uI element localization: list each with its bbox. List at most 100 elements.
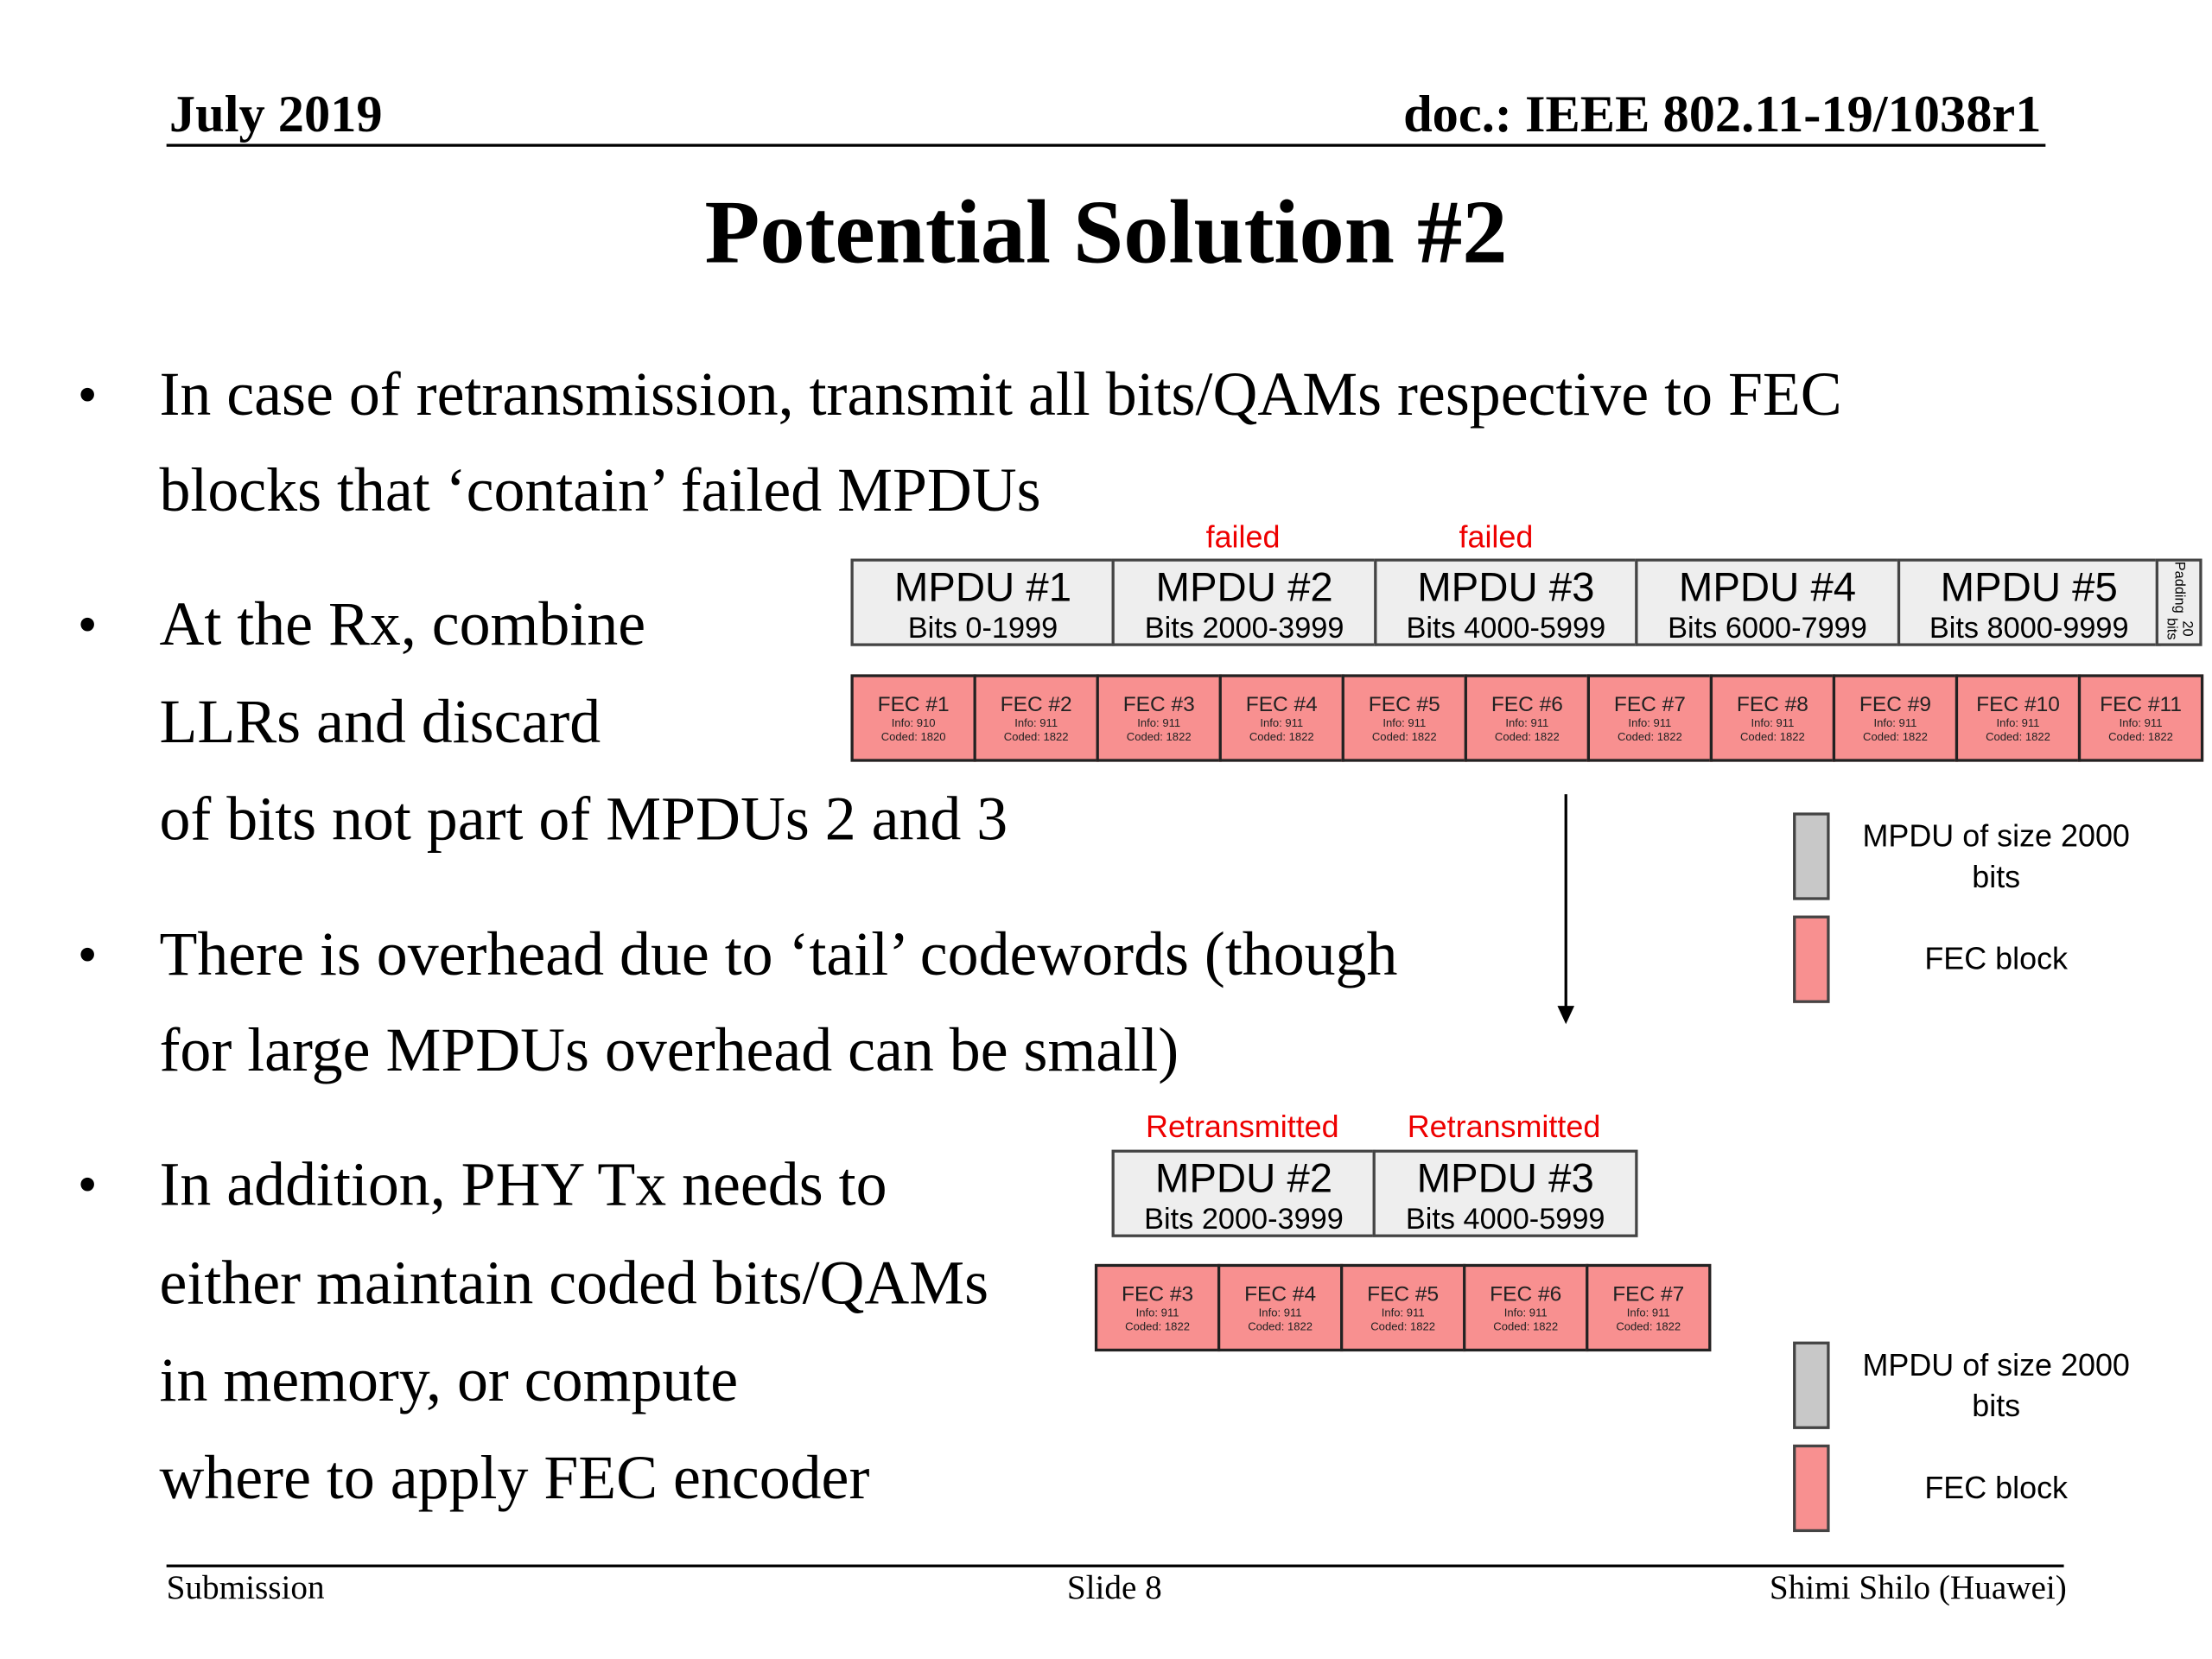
- footer-submission: Submission: [166, 1570, 325, 1607]
- mpdu-block: MPDU #5 Bits 8000-9999: [1897, 558, 2162, 646]
- fec-block: FEC #11 Info: 911 Coded: 1822: [2077, 674, 2204, 762]
- legend-mpdu-swatch: [1793, 812, 1830, 900]
- fec-info: Info: 911: [1626, 1306, 1670, 1319]
- fec-name: FEC #8: [1736, 692, 1808, 717]
- header-doc-id: doc.: IEEE 802.11-19/1038r1: [1403, 86, 2042, 144]
- fec-info: Info: 911: [2119, 716, 2163, 730]
- fec-coded: Coded: 1822: [2108, 730, 2173, 744]
- fec-name: FEC #4: [1245, 692, 1318, 717]
- mpdu-block: MPDU #2 Bits 2000-3999: [1112, 558, 1377, 646]
- legend-fec-label: FEC block: [1924, 940, 2069, 976]
- padding-block: Padding 20 bits: [2155, 558, 2202, 646]
- legend-mpdu-label: MPDU of size 2000: [1862, 817, 2130, 854]
- footer-author: Shimi Shilo (Huawei): [1769, 1570, 2067, 1607]
- fec-name: FEC #4: [1244, 1282, 1317, 1306]
- fec-coded: Coded: 1822: [1249, 730, 1314, 744]
- fec-coded: Coded: 1822: [1863, 730, 1928, 744]
- fec-block: FEC #5 Info: 911 Coded: 1822: [1341, 674, 1467, 762]
- mpdu-name: MPDU #2: [1155, 565, 1333, 611]
- legend-mpdu-swatch: [1793, 1341, 1830, 1429]
- fec-block: FEC #7 Info: 911 Coded: 1822: [1586, 1263, 1712, 1352]
- fec-coded: Coded: 1822: [1986, 730, 2050, 744]
- mpdu-block: MPDU #2 Bits 2000-3999: [1111, 1149, 1376, 1237]
- fec-block: FEC #2 Info: 911 Coded: 1822: [973, 674, 1099, 762]
- fec-coded: Coded: 1822: [1494, 730, 1560, 744]
- slide-title: Potential Solution #2: [704, 181, 1508, 283]
- mpdu-block: MPDU #1 Bits 0-1999: [850, 558, 1116, 646]
- fec-block: FEC #5 Info: 911 Coded: 1822: [1340, 1263, 1466, 1352]
- bullet-text-line: blocks that ‘contain’ failed MPDUs: [159, 455, 1041, 525]
- padding-size: 20 bits: [2163, 617, 2195, 639]
- fec-block: FEC #10 Info: 911 Coded: 1822: [1955, 674, 2082, 762]
- fec-name: FEC #5: [1368, 692, 1440, 717]
- failed-label: failed: [1459, 518, 1534, 555]
- fec-name: FEC #11: [2100, 692, 2182, 717]
- mpdu-name: MPDU #3: [1416, 1156, 1594, 1203]
- bullet-text-line: In addition, PHY Tx needs to: [159, 1149, 887, 1219]
- fec-info: Info: 911: [1135, 1306, 1179, 1319]
- arrow-down-icon: [1557, 1006, 1575, 1025]
- bullet-text-line: At the Rx, combine: [159, 589, 646, 659]
- bullet-text-line: There is overhead due to ‘tail’ codeword…: [159, 919, 1398, 989]
- footer-rule: [166, 1564, 2064, 1567]
- fec-block: FEC #3 Info: 911 Coded: 1822: [1094, 1263, 1221, 1352]
- retransmitted-label: Retransmitted: [1146, 1109, 1339, 1145]
- bullet-marker: •: [77, 1152, 98, 1217]
- legend-mpdu-label: bits: [1972, 1388, 2021, 1424]
- fec-name: FEC #7: [1613, 692, 1686, 717]
- fec-coded: Coded: 1822: [1371, 730, 1437, 744]
- fec-name: FEC #10: [1976, 692, 2060, 717]
- legend-fec-swatch: [1793, 915, 1830, 1003]
- mpdu-bits: Bits 2000-3999: [1144, 612, 1344, 645]
- fec-block: FEC #4 Info: 911 Coded: 1822: [1218, 674, 1344, 762]
- fec-block: FEC #9 Info: 911 Coded: 1822: [1832, 674, 1959, 762]
- mpdu-name: MPDU #4: [1678, 565, 1857, 611]
- bullet-text-line: LLRs and discard: [159, 687, 601, 757]
- fec-info: Info: 910: [891, 716, 936, 730]
- fec-info: Info: 911: [1996, 716, 2040, 730]
- fec-info: Info: 911: [1751, 716, 1795, 730]
- mpdu-bits: Bits 4000-5999: [1405, 1203, 1605, 1236]
- fec-name: FEC #1: [877, 692, 950, 717]
- mpdu-bits: Bits 2000-3999: [1144, 1203, 1344, 1236]
- fec-info: Info: 911: [1137, 716, 1181, 730]
- fec-coded: Coded: 1822: [1126, 730, 1192, 744]
- padding-label: Padding: [2171, 561, 2187, 613]
- mpdu-name: MPDU #5: [1940, 565, 2118, 611]
- fec-coded: Coded: 1822: [1616, 1320, 1681, 1333]
- header-rule: [166, 143, 2046, 147]
- failed-label: failed: [1205, 518, 1281, 555]
- fec-coded: Coded: 1822: [1125, 1320, 1190, 1333]
- fec-coded: Coded: 1822: [1003, 730, 1069, 744]
- fec-info: Info: 911: [1014, 716, 1058, 730]
- mpdu-bits: Bits 4000-5999: [1406, 612, 1606, 645]
- fec-coded: Coded: 1820: [880, 730, 946, 744]
- fec-info: Info: 911: [1503, 1306, 1548, 1319]
- fec-block: FEC #6 Info: 911 Coded: 1822: [1464, 674, 1590, 762]
- fec-info: Info: 911: [1258, 1306, 1302, 1319]
- bullet-marker: •: [77, 592, 98, 657]
- fec-info: Info: 911: [1260, 716, 1304, 730]
- fec-name: FEC #7: [1612, 1282, 1685, 1306]
- bullet-text-line: of bits not part of MPDUs 2 and 3: [159, 784, 1008, 854]
- mpdu-name: MPDU #2: [1154, 1156, 1333, 1203]
- fec-name: FEC #3: [1122, 1282, 1194, 1306]
- bullet-text-line: In case of retransmission, transmit all …: [159, 359, 1842, 429]
- fec-name: FEC #3: [1122, 692, 1195, 717]
- legend-fec-swatch: [1793, 1444, 1830, 1533]
- fec-info: Info: 911: [1381, 1306, 1425, 1319]
- fec-block: FEC #4 Info: 911 Coded: 1822: [1217, 1263, 1344, 1352]
- bullet-text-line: where to apply FEC encoder: [159, 1443, 870, 1513]
- bullet-text-line: for large MPDUs overhead can be small): [159, 1015, 1179, 1085]
- fec-name: FEC #2: [1000, 692, 1072, 717]
- mpdu-bits: Bits 6000-7999: [1668, 612, 1867, 645]
- footer-slide-number: Slide 8: [1066, 1570, 1162, 1607]
- fec-coded: Coded: 1822: [1740, 730, 1805, 744]
- fec-block: FEC #6 Info: 911 Coded: 1822: [1463, 1263, 1589, 1352]
- bullet-marker: •: [77, 922, 98, 987]
- arrow-line: [1564, 794, 1567, 1009]
- fec-name: FEC #6: [1491, 692, 1563, 717]
- fec-coded: Coded: 1822: [1248, 1320, 1313, 1333]
- fec-info: Info: 911: [1505, 716, 1549, 730]
- fec-block: FEC #8 Info: 911 Coded: 1822: [1709, 674, 1836, 762]
